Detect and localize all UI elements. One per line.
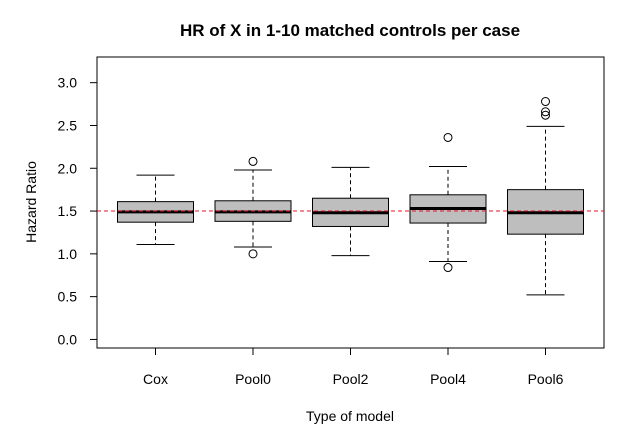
x-tick-label-4: Pool6 [528, 371, 564, 387]
x-axis-label: Type of model [306, 408, 394, 424]
box-pool6 [507, 97, 584, 296]
chart-title: HR of X in 1-10 matched controls per cas… [180, 21, 520, 40]
outlier-point-0 [443, 132, 453, 142]
outlier-point-1 [541, 107, 550, 117]
y-tick-label-3: 1.5 [58, 203, 78, 219]
outlier-point-1 [443, 263, 453, 273]
box-pool2 [312, 166, 389, 257]
box-pool4 [409, 132, 487, 273]
y-tick-label-5: 2.5 [58, 117, 78, 133]
y-tick-label-6: 3.0 [58, 75, 78, 91]
outlier-point-2 [541, 110, 550, 120]
x-tick-label-2: Pool2 [333, 371, 369, 387]
x-tick-label-0: Cox [143, 371, 168, 387]
y-tick-label-2: 1.0 [58, 246, 78, 262]
outlier-point-1 [248, 249, 258, 259]
outlier-point-0 [541, 97, 550, 107]
y-axis-label: Hazard Ratio [23, 161, 39, 243]
plot-area: 0.0 0.5 1.0 1.5 2.0 2.5 3.0 Cox Pool0 Pool2 Pool4 P… [58, 56, 605, 387]
box-pool0 [214, 156, 292, 259]
x-tick-label-1: Pool0 [235, 371, 271, 387]
x-tick-label-3: Pool4 [430, 371, 466, 387]
y-tick-label-4: 2.0 [58, 160, 78, 176]
outlier-point-0 [248, 156, 258, 166]
y-tick-label-1: 0.5 [58, 289, 78, 305]
box-cox [117, 174, 194, 245]
y-tick-label-0: 0.0 [58, 331, 78, 347]
